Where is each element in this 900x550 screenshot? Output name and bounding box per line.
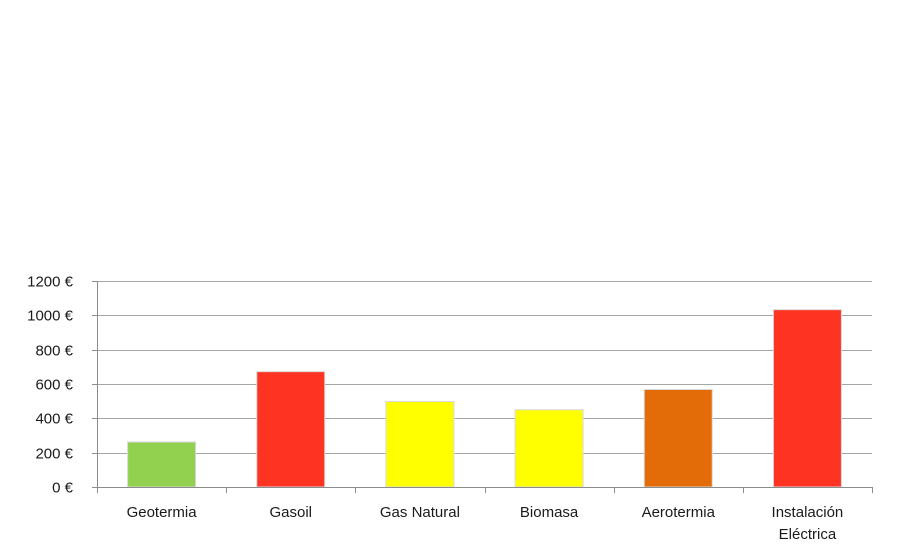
x-category-label: Instalación: [772, 504, 844, 521]
x-category-label: Gas Natural: [380, 504, 460, 521]
y-tick-label: 200 €: [35, 446, 73, 463]
y-tick-label: 800 €: [35, 343, 73, 360]
y-tick-label: 400 €: [35, 411, 73, 428]
x-category-label: Gasoil: [269, 504, 312, 521]
bar: [385, 401, 455, 488]
y-tick-label: 0 €: [52, 480, 74, 497]
x-category-label: Biomasa: [520, 504, 579, 521]
bar: [514, 409, 584, 488]
y-axis-tick-labels: 0 € 200 € 400 € 600 € 800 € 1000 € 1200 €: [27, 274, 74, 497]
bars: [127, 309, 842, 488]
bar: [643, 388, 713, 488]
x-category-label: Eléctrica: [779, 526, 837, 543]
bar: [127, 441, 197, 488]
x-category-label: Aerotermia: [642, 504, 716, 521]
y-tick-label: 1000 €: [27, 308, 74, 325]
x-category-label: Geotermia: [127, 504, 198, 521]
bar: [256, 371, 326, 488]
gridlines: [97, 281, 872, 454]
bar: [772, 309, 842, 488]
y-tick-label: 1200 €: [27, 274, 74, 291]
axes: [92, 281, 873, 493]
x-axis-category-labels: Geotermia Gasoil Gas Natural Biomasa Aeroter…: [127, 504, 844, 543]
y-tick-label: 600 €: [35, 377, 73, 394]
